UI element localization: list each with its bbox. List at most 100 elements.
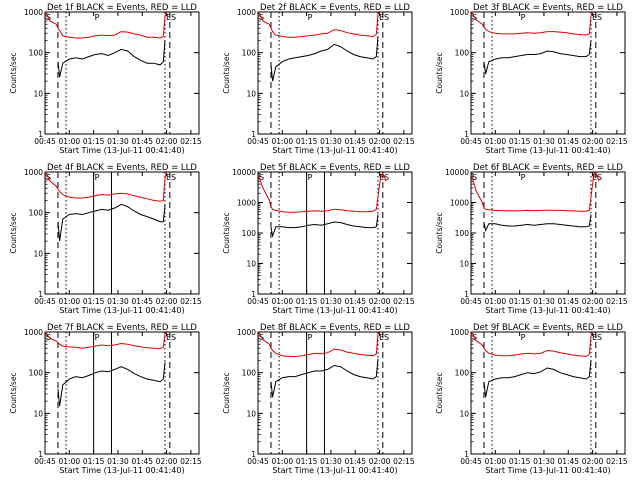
x-tick-label: 01:45 <box>557 457 579 466</box>
series-line-lld <box>471 172 600 212</box>
y-tick-label: 1 <box>464 290 469 299</box>
chart-title: Det 9f BLACK = Events, RED = LLD <box>473 323 623 333</box>
x-tick-label: 01:00 <box>272 137 294 146</box>
y-tick-label: 10 <box>459 409 469 418</box>
x-tick-label: 01:00 <box>485 297 507 306</box>
y-axis-label: Counts/sec <box>222 52 231 93</box>
x-tick-label: 01:15 <box>509 457 531 466</box>
y-tick-label: 10 <box>459 89 469 98</box>
x-tick-label: 02:15 <box>393 137 415 146</box>
x-tick-label: 01:15 <box>83 137 105 146</box>
x-tick-label: 02:00 <box>582 457 604 466</box>
plot-frame <box>44 171 200 295</box>
x-tick-label: 01:45 <box>131 297 153 306</box>
series-line-lld <box>45 12 168 39</box>
x-tick-label: 01:45 <box>344 137 366 146</box>
y-axis-label: Counts/sec <box>9 372 18 413</box>
series-line-events <box>483 360 592 398</box>
series-line-lld <box>258 172 387 213</box>
y-tick-label: 1 <box>38 290 43 299</box>
y-axis-label: Counts/sec <box>435 372 444 413</box>
y-tick-label: 1000 <box>237 199 256 208</box>
y-tick-label: 100 <box>242 229 257 238</box>
series-line-lld <box>45 332 167 350</box>
event-marker-label: P <box>521 173 526 182</box>
y-tick-label: 1000 <box>237 328 256 337</box>
x-axis-label: Start Time (13-Jul-11 00:41:40) <box>485 306 610 315</box>
x-axis-label: Start Time (13-Jul-11 00:41:40) <box>485 466 610 475</box>
x-tick-label: 01:45 <box>344 457 366 466</box>
x-tick-label: 02:00 <box>156 297 178 306</box>
y-tick-label: 10000 <box>232 168 256 177</box>
x-tick-label: 02:15 <box>606 457 628 466</box>
series-line-events <box>57 362 166 407</box>
x-tick-label: 01:30 <box>320 137 342 146</box>
y-tick-label: 1000 <box>24 8 43 17</box>
chart-title: Det 8f BLACK = Events, RED = LLD <box>260 323 410 333</box>
chart-title: Det 1f BLACK = Events, RED = LLD <box>47 3 197 13</box>
event-marker-label: ES <box>166 173 176 182</box>
y-tick-label: 1 <box>251 450 256 459</box>
series-line-events <box>270 358 379 398</box>
x-tick-label: 02:15 <box>180 297 202 306</box>
series-line-events <box>57 40 166 78</box>
y-tick-label: 1 <box>38 450 43 459</box>
y-tick-label: 1 <box>38 130 43 139</box>
event-marker-label: S <box>472 173 477 182</box>
event-marker-label: P <box>308 13 313 22</box>
y-tick-label: 10 <box>33 409 43 418</box>
series-line-lld <box>258 332 380 357</box>
plot-frame <box>470 331 626 455</box>
x-tick-label: 00:45 <box>460 297 482 306</box>
x-tick-label: 01:30 <box>533 457 555 466</box>
y-axis-label: Counts/sec <box>9 212 18 253</box>
x-axis-label: Start Time (13-Jul-11 00:41:40) <box>272 466 397 475</box>
series-line-lld <box>258 12 380 38</box>
x-tick-label: 00:45 <box>34 457 56 466</box>
event-marker-label: S <box>259 173 264 182</box>
y-tick-label: 10 <box>246 409 256 418</box>
x-tick-label: 02:00 <box>369 297 391 306</box>
x-tick-label: 01:15 <box>83 457 105 466</box>
plot-frame <box>44 331 200 455</box>
y-axis-label: Counts/sec <box>222 372 231 413</box>
x-tick-label: 02:15 <box>180 137 202 146</box>
series-line-events <box>270 214 379 238</box>
y-tick-label: 1000 <box>450 328 469 337</box>
y-tick-label: 10 <box>246 89 256 98</box>
plot-frame <box>470 11 626 135</box>
event-marker-label: P <box>95 173 100 182</box>
y-tick-label: 100 <box>455 369 470 378</box>
event-marker-label: P <box>95 333 100 342</box>
x-tick-label: 02:15 <box>606 137 628 146</box>
y-tick-label: 10 <box>459 260 469 269</box>
x-tick-label: 01:30 <box>320 457 342 466</box>
x-tick-label: 01:15 <box>83 297 105 306</box>
y-axis-label: Counts/sec <box>222 212 231 253</box>
x-tick-label: 01:00 <box>272 297 294 306</box>
x-tick-label: 01:45 <box>344 297 366 306</box>
plot-frame <box>44 11 200 135</box>
plot-frame <box>257 11 413 135</box>
event-marker-label: ES <box>592 333 602 342</box>
chart-title: Det 5f BLACK = Events, RED = LLD <box>260 163 410 173</box>
series-line-lld <box>471 12 594 36</box>
chart-title: Det 4f BLACK = Events, RED = LLD <box>47 163 197 173</box>
x-axis-label: Start Time (13-Jul-11 00:41:40) <box>485 146 610 155</box>
event-marker-label: ES <box>166 333 176 342</box>
series-line-lld <box>45 172 168 202</box>
chart-title: Det 3f BLACK = Events, RED = LLD <box>473 3 623 13</box>
series-line-events <box>483 40 592 75</box>
y-tick-label: 1000 <box>24 168 43 177</box>
y-tick-label: 100 <box>242 49 257 58</box>
y-tick-label: 1 <box>464 130 469 139</box>
y-tick-label: 1000 <box>450 199 469 208</box>
chart-title: Det 2f BLACK = Events, RED = LLD <box>260 3 410 13</box>
y-tick-label: 10 <box>33 249 43 258</box>
x-tick-label: 01:45 <box>557 297 579 306</box>
chart-title: Det 7f BLACK = Events, RED = LLD <box>47 323 197 333</box>
y-axis-label: Counts/sec <box>9 52 18 93</box>
